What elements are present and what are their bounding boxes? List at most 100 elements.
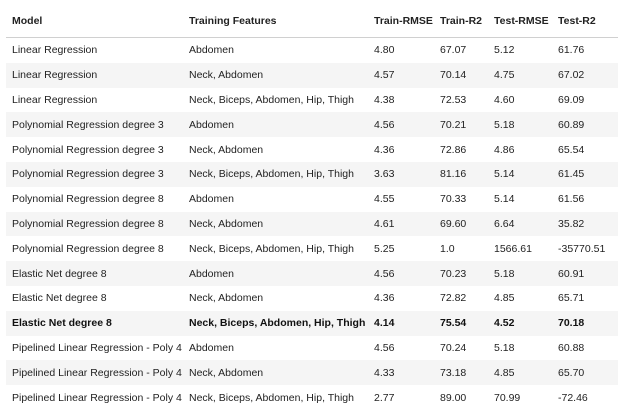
- cell-test-rmse: 4.75: [488, 62, 552, 88]
- cell-train-r2: 72.82: [440, 292, 467, 305]
- cell-test-r2: 67.02: [552, 62, 618, 88]
- table-row[interactable]: Polynomial Regression degree 3 Neck, Bice…: [6, 161, 618, 187]
- cell-train-rmse: 4.56: [368, 261, 434, 286]
- cell-train-r2: 81.16: [434, 161, 488, 187]
- table-row[interactable]: Pipelined Linear Regression - Poly 4 Neck…: [6, 360, 618, 386]
- cell-train-rmse: 4.56: [374, 341, 395, 354]
- cell-test-r2: 70.18: [552, 310, 618, 336]
- cell-train-rmse: 2.77: [374, 391, 395, 404]
- results-table: Model Training Features Train-RMSE Train…: [6, 5, 618, 410]
- cell-train-rmse: 4.55: [374, 193, 395, 206]
- column-header-test-r2[interactable]: Test-R2: [552, 5, 618, 38]
- cell-test-rmse: 5.14: [488, 161, 552, 187]
- cell-train-r2: 67.07: [440, 44, 467, 57]
- cell-model: Polynomial Regression degree 3: [12, 143, 164, 156]
- cell-test-r2: 35.82: [552, 211, 618, 237]
- cell-test-rmse: 5.12: [494, 44, 515, 57]
- cell-training-features: Abdomen: [183, 261, 368, 286]
- cell-training-features: Abdomen: [183, 112, 368, 138]
- table-row[interactable]: Linear Regression Abdomen 4.80 67.07 5.12 61.…: [6, 38, 618, 63]
- cell-test-r2: 65.54: [558, 143, 585, 156]
- cell-model: Elastic Net degree 8: [6, 261, 183, 286]
- column-header-test-rmse[interactable]: Test-RMSE: [488, 5, 552, 38]
- cell-training-features: Neck, Abdomen: [183, 62, 368, 88]
- cell-train-rmse: 5.25: [374, 242, 395, 255]
- cell-test-rmse: 6.64: [488, 211, 552, 237]
- cell-train-r2: 1.0: [440, 242, 455, 255]
- cell-model: Polynomial Regression degree 3: [6, 161, 183, 187]
- table-row[interactable]: Polynomial Regression degree 3 Neck, Abdo…: [6, 137, 618, 162]
- cell-train-r2: 70.21: [434, 112, 488, 138]
- cell-test-rmse: 5.18: [494, 341, 515, 354]
- cell-train-rmse: 4.57: [368, 62, 434, 88]
- cell-test-r2: -35770.51: [558, 242, 606, 255]
- cell-train-r2: 70.23: [434, 261, 488, 286]
- cell-train-rmse: 4.61: [368, 211, 434, 237]
- cell-test-rmse: 5.14: [494, 193, 515, 206]
- cell-model: Polynomial Regression degree 8: [12, 242, 164, 255]
- cell-train-r2: 72.86: [440, 143, 467, 156]
- cell-train-r2: 72.53: [440, 93, 467, 106]
- table-row[interactable]: Linear Regression Neck, Abdomen 4.57 70.14 4…: [6, 62, 618, 88]
- cell-train-rmse: 4.80: [374, 44, 395, 57]
- cell-train-rmse: 4.38: [374, 93, 395, 106]
- table-body: Linear Regression Abdomen 4.80 67.07 5.12 61.…: [6, 38, 618, 410]
- cell-test-rmse: 4.86: [494, 143, 515, 156]
- cell-training-features: Neck, Abdomen: [189, 292, 264, 305]
- cell-model: Polynomial Regression degree 3: [6, 112, 183, 138]
- table-row[interactable]: Polynomial Regression degree 3 Abdomen 4.5…: [6, 112, 618, 138]
- cell-training-features: Neck, Abdomen: [183, 211, 368, 237]
- cell-model: Linear Regression: [12, 93, 98, 106]
- cell-test-r2: 69.09: [558, 93, 585, 106]
- cell-training-features: Neck, Abdomen: [183, 360, 368, 386]
- cell-test-r2: 60.91: [552, 261, 618, 286]
- cell-train-rmse: 3.63: [368, 161, 434, 187]
- cell-train-rmse: 4.36: [374, 143, 395, 156]
- cell-model: Pipelined Linear Regression - Poly 4: [6, 360, 183, 386]
- column-header-train-r2[interactable]: Train-R2: [434, 5, 488, 38]
- table-row[interactable]: Polynomial Regression degree 8 Neck, Bice…: [6, 236, 618, 261]
- cell-train-rmse: 4.33: [368, 360, 434, 386]
- cell-train-rmse: 4.56: [368, 112, 434, 138]
- cell-test-rmse: 5.18: [488, 112, 552, 138]
- cell-train-r2: 75.54: [434, 310, 488, 336]
- cell-train-r2: 70.14: [434, 62, 488, 88]
- column-header-model[interactable]: Model: [6, 5, 183, 38]
- cell-model: Pipelined Linear Regression - Poly 4: [12, 341, 182, 354]
- table-header: Model Training Features Train-RMSE Train…: [6, 5, 618, 38]
- cell-training-features: Neck, Biceps, Abdomen, Hip, Thigh: [183, 310, 368, 336]
- cell-train-rmse: 4.36: [374, 292, 395, 305]
- table-row[interactable]: Polynomial Regression degree 8 Abdomen 4.5…: [6, 187, 618, 212]
- cell-training-features: Neck, Biceps, Abdomen, Hip, Thigh: [183, 161, 368, 187]
- cell-train-rmse: 4.14: [368, 310, 434, 336]
- table-row[interactable]: Elastic Net degree 8 Neck, Biceps, Abdome…: [6, 310, 618, 336]
- cell-test-rmse: 5.18: [488, 261, 552, 286]
- table-row[interactable]: Polynomial Regression degree 8 Neck, Abdo…: [6, 211, 618, 237]
- cell-model: Polynomial Regression degree 8: [12, 193, 164, 206]
- cell-test-r2: 60.89: [552, 112, 618, 138]
- table-row[interactable]: Elastic Net degree 8 Abdomen 4.56 70.23 5.18…: [6, 261, 618, 286]
- table-row[interactable]: Linear Regression Neck, Biceps, Abdomen, …: [6, 88, 618, 113]
- column-header-training-features[interactable]: Training Features: [183, 5, 368, 38]
- cell-test-rmse: 1566.61: [494, 242, 532, 255]
- cell-training-features: Neck, Biceps, Abdomen, Hip, Thigh: [189, 242, 354, 255]
- cell-model: Elastic Net degree 8: [6, 310, 183, 336]
- table-row[interactable]: Pipelined Linear Regression - Poly 4 Abdo…: [6, 336, 618, 361]
- cell-model: Pipelined Linear Regression - Poly 4: [12, 391, 182, 404]
- cell-train-r2: 70.24: [440, 341, 467, 354]
- cell-test-r2: 65.70: [552, 360, 618, 386]
- table-row[interactable]: Elastic Net degree 8 Neck, Abdomen 4.36 72.…: [6, 286, 618, 311]
- table-row[interactable]: Pipelined Linear Regression - Poly 4 Neck…: [6, 385, 618, 410]
- cell-test-r2: -72.46: [558, 391, 588, 404]
- cell-test-r2: 61.45: [552, 161, 618, 187]
- cell-model: Polynomial Regression degree 8: [6, 211, 183, 237]
- cell-training-features: Neck, Biceps, Abdomen, Hip, Thigh: [189, 391, 354, 404]
- cell-test-r2: 65.71: [558, 292, 585, 305]
- cell-train-r2: 73.18: [434, 360, 488, 386]
- cell-training-features: Abdomen: [189, 341, 234, 354]
- cell-model: Linear Regression: [12, 44, 98, 57]
- cell-test-r2: 61.76: [558, 44, 585, 57]
- column-header-train-rmse[interactable]: Train-RMSE: [368, 5, 434, 38]
- cell-test-rmse: 4.60: [494, 93, 515, 106]
